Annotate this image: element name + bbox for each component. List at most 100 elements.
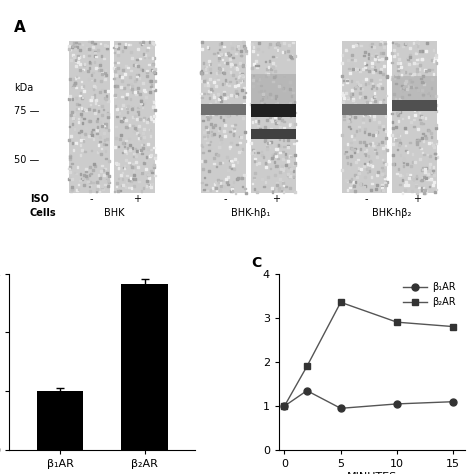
Point [267, 138, 275, 146]
Point [128, 102, 136, 109]
Point [380, 172, 388, 180]
Point [130, 153, 138, 160]
Point [140, 184, 147, 192]
Point [428, 168, 435, 176]
Point [286, 78, 294, 86]
Point [419, 184, 426, 192]
Point [75, 115, 82, 122]
Point [80, 137, 87, 145]
Point [426, 164, 433, 171]
Point [133, 115, 141, 123]
Point [110, 188, 118, 195]
Point [198, 38, 206, 46]
Point [219, 109, 227, 116]
Point [226, 157, 234, 164]
Point [278, 103, 286, 111]
Point [75, 54, 82, 61]
Point [76, 177, 84, 184]
Point [432, 101, 440, 109]
Point [142, 93, 150, 101]
Point [354, 147, 361, 155]
Point [124, 124, 131, 131]
Point [345, 56, 352, 64]
Point [412, 50, 419, 57]
Point [413, 67, 420, 75]
Point [227, 157, 235, 164]
Point [122, 137, 130, 145]
Point [271, 67, 279, 75]
Point [201, 173, 208, 181]
Point [209, 131, 216, 138]
Point [271, 158, 278, 165]
Point [233, 65, 241, 73]
Point [282, 161, 290, 168]
Point [74, 105, 82, 112]
Point [208, 120, 215, 128]
Point [413, 136, 420, 143]
Point [275, 184, 283, 191]
Point [144, 171, 151, 179]
Text: BHK: BHK [104, 208, 124, 218]
Point [80, 107, 87, 114]
Point [431, 96, 438, 104]
Point [203, 113, 211, 120]
Point [68, 183, 76, 191]
Point [411, 111, 419, 119]
Point [147, 115, 155, 123]
Point [369, 68, 377, 76]
Point [361, 110, 369, 118]
Point [123, 177, 131, 185]
Point [97, 77, 105, 85]
Point [83, 45, 91, 52]
Point [138, 169, 146, 177]
Point [261, 137, 268, 144]
Point [415, 55, 423, 63]
Point [125, 135, 133, 142]
Point [91, 160, 98, 168]
Point [128, 137, 136, 145]
Point [114, 45, 122, 52]
Point [292, 53, 299, 60]
Point [69, 95, 76, 103]
Point [406, 173, 414, 181]
Point [130, 182, 137, 190]
Point [202, 69, 210, 76]
Point [432, 125, 439, 132]
Point [86, 187, 94, 195]
Point [146, 113, 154, 121]
Point [420, 189, 428, 197]
Point [76, 61, 84, 68]
Point [136, 74, 143, 82]
Point [380, 96, 387, 103]
Point [415, 65, 423, 73]
Point [68, 186, 75, 193]
Point [249, 76, 257, 84]
Point [248, 102, 256, 110]
Point [254, 62, 262, 69]
Point [264, 97, 272, 105]
Point [217, 179, 225, 187]
Point [239, 38, 246, 46]
Point [391, 46, 398, 54]
Point [99, 120, 106, 128]
Point [230, 64, 238, 72]
Point [411, 42, 419, 49]
Point [261, 87, 268, 94]
Point [208, 85, 215, 93]
Point [379, 70, 387, 78]
Point [432, 154, 439, 162]
Point [240, 84, 248, 91]
Point [346, 177, 354, 185]
Point [200, 110, 207, 118]
Point [76, 66, 84, 73]
Point [214, 176, 221, 183]
Point [145, 171, 152, 178]
Point [87, 131, 95, 138]
Point [251, 174, 258, 182]
Point [379, 156, 386, 164]
Point [235, 108, 242, 115]
Point [344, 178, 351, 185]
Point [251, 157, 258, 165]
Point [143, 153, 150, 161]
Point [74, 58, 82, 65]
